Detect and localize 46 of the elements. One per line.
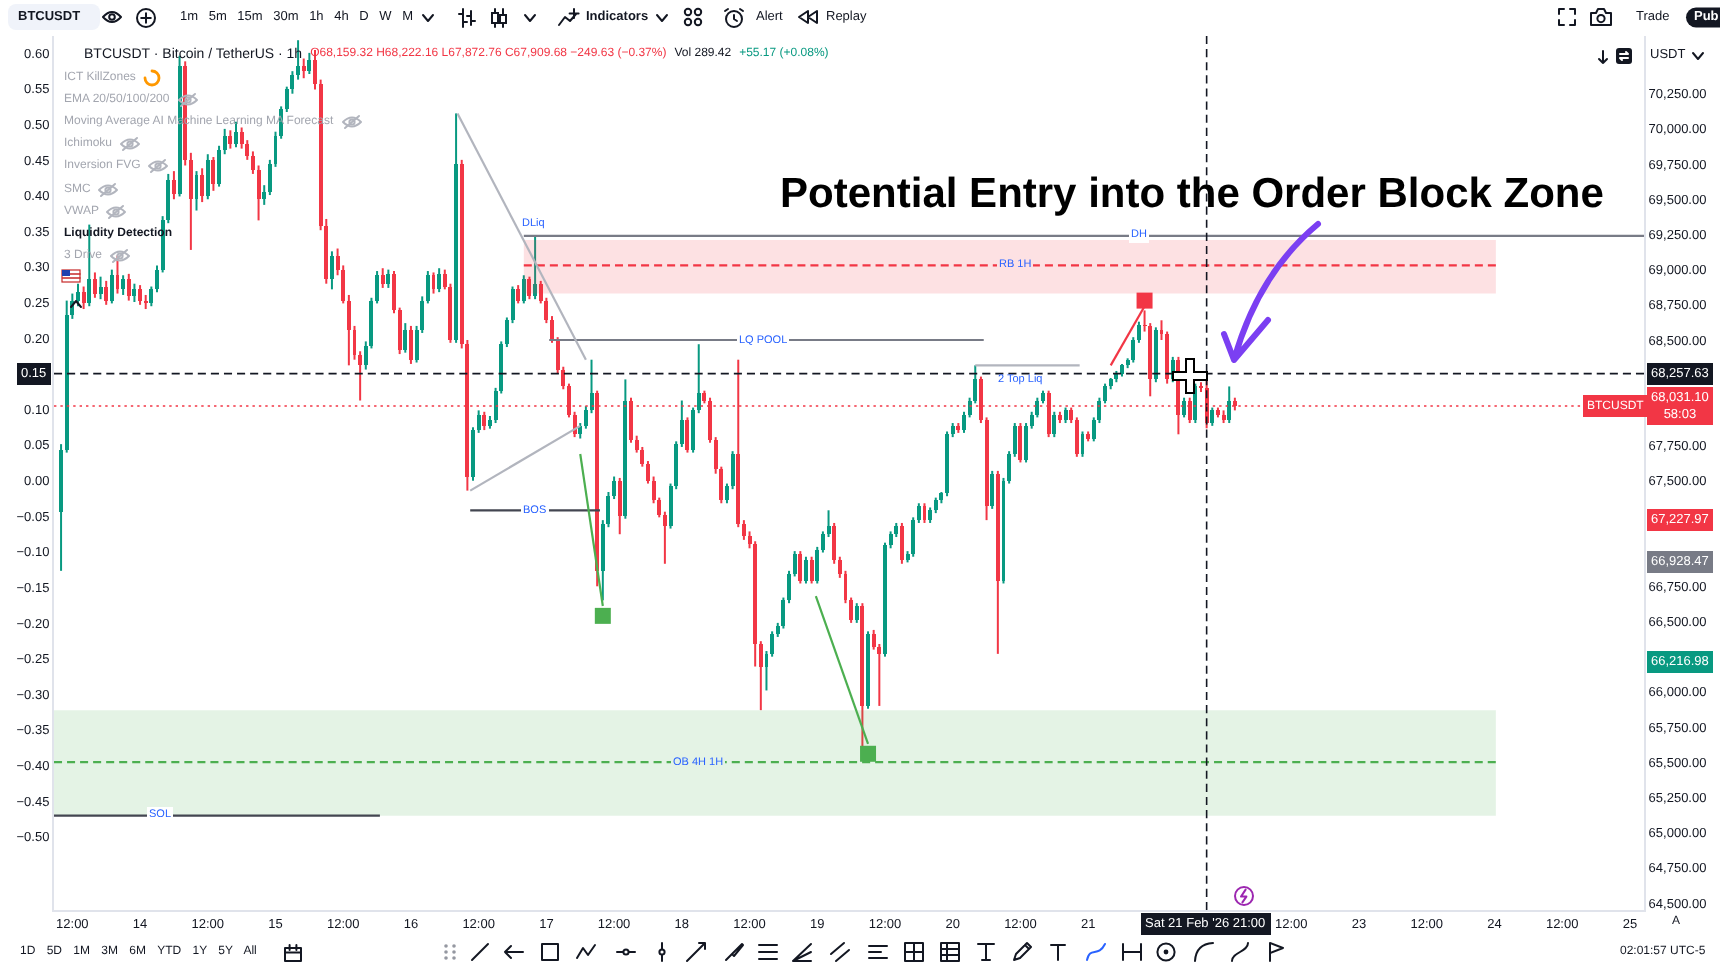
candlestick bbox=[234, 120, 238, 149]
candlestick bbox=[482, 410, 487, 432]
candlestick bbox=[104, 279, 109, 306]
candlestick bbox=[138, 284, 143, 306]
candlestick bbox=[809, 555, 814, 585]
candlestick bbox=[329, 250, 334, 291]
candlestick bbox=[307, 51, 312, 75]
candlestick bbox=[403, 322, 408, 354]
candlestick bbox=[171, 170, 176, 201]
candlestick bbox=[854, 602, 859, 624]
candlestick bbox=[1182, 396, 1187, 419]
candlestick bbox=[521, 274, 526, 305]
candlestick bbox=[205, 153, 210, 201]
candlestick bbox=[126, 272, 131, 302]
candlestick bbox=[798, 550, 803, 585]
candlestick bbox=[301, 57, 306, 80]
candlestick bbox=[132, 282, 137, 303]
candlestick bbox=[1227, 385, 1232, 425]
candlestick bbox=[1074, 416, 1079, 458]
candlestick bbox=[228, 129, 233, 150]
candlestick bbox=[81, 285, 86, 311]
text: Potential Entry into the Order Block Zone bbox=[780, 170, 1604, 217]
candlestick bbox=[685, 416, 690, 454]
point bbox=[1136, 292, 1153, 309]
candlestick bbox=[408, 324, 413, 365]
candlestick bbox=[109, 268, 114, 305]
candlestick bbox=[386, 268, 391, 289]
candlestick bbox=[516, 284, 521, 305]
candlestick bbox=[990, 469, 995, 510]
candlestick bbox=[380, 267, 385, 289]
candlestick bbox=[121, 274, 126, 296]
candlestick bbox=[92, 271, 97, 299]
candlestick bbox=[1018, 422, 1023, 464]
candlestick bbox=[899, 521, 904, 565]
candlestick bbox=[200, 167, 205, 204]
point bbox=[860, 745, 877, 762]
candlestick bbox=[804, 555, 808, 585]
candlestick bbox=[1210, 406, 1215, 427]
candlestick bbox=[1052, 410, 1057, 439]
candlestick bbox=[437, 267, 442, 294]
candlestick bbox=[617, 476, 622, 536]
point bbox=[594, 607, 611, 624]
candlestick bbox=[98, 275, 103, 301]
candlestick bbox=[527, 275, 532, 301]
candlestick bbox=[533, 234, 538, 301]
candlestick bbox=[211, 156, 216, 192]
